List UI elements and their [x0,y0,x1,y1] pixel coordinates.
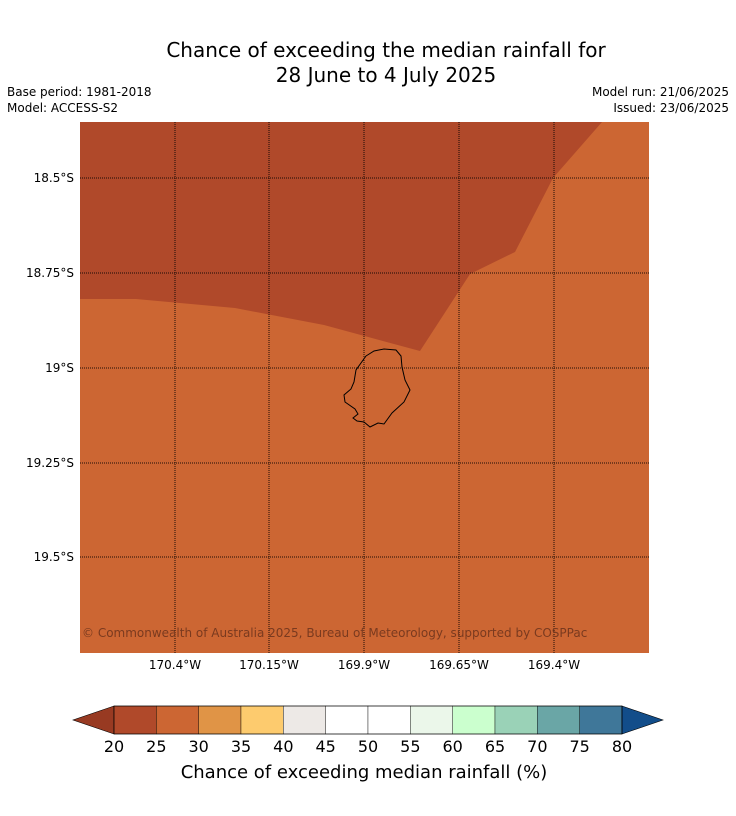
colorbar-tick-label: 35 [230,737,252,756]
issued-date: Issued: 23/06/2025 [613,101,729,115]
colorbar-tick-label: 80 [611,737,633,756]
colorbar-segment [325,705,369,735]
colorbar-tick-label: 25 [146,737,167,756]
map-region-20-25 [80,122,602,351]
colorbar-segment [494,705,538,735]
colorbar-segment [410,705,453,735]
lon-label: 169.9°W [337,658,391,672]
colorbar-title: Chance of exceeding median rainfall (%) [180,762,548,783]
title-line-2: 28 June to 4 July 2025 [275,63,497,87]
gridlines [80,122,649,653]
colorbar-segment [452,705,496,735]
lat-label: 19.5°S [33,550,74,564]
colorbar-tick-label: 60 [442,737,463,756]
colorbar-tick-label: 70 [527,737,548,756]
lon-label: 169.65°W [429,658,489,672]
island-outline [343,348,411,428]
colorbar-tick-label: 50 [357,737,379,756]
meta-right: Model run: 21/06/2025 Issued: 23/06/2025 [592,84,729,116]
colorbar-segment [537,705,580,735]
meta-left: Base period: 1981-2018 Model: ACCESS-S2 [7,84,152,116]
lat-label: 19°S [45,361,74,375]
title-line-1: Chance of exceeding the median rainfall … [166,38,606,62]
colorbar-tick-label: 20 [103,737,125,756]
chart-title: Chance of exceeding the median rainfall … [0,38,736,88]
model-name: Model: ACCESS-S2 [7,101,119,115]
colorbar-tick-label: 75 [569,737,590,756]
colorbar-segment [113,705,157,735]
colorbar-tick-label: 55 [400,737,421,756]
colorbar-under-arrow [72,705,115,735]
colorbar-over-arrow [621,705,664,735]
lon-label: 169.4°W [527,658,581,672]
colorbar-frame [113,705,623,735]
colorbar-segment [283,705,326,735]
lon-label: 170.4°W [148,658,202,672]
colorbar-segment [240,705,284,735]
colorbar-tick-label: 30 [188,737,209,756]
colorbar-tick-label: 65 [484,737,506,756]
lon-label: 170.15°W [239,658,299,672]
colorbar-tick-label: 40 [273,737,294,756]
colorbar-tick-label: 45 [315,737,336,756]
model-run: Model run: 21/06/2025 [591,85,729,99]
colorbar-segment [156,705,199,735]
copyright-text: © Commonwealth of Australia 2025, Bureau… [82,626,588,640]
lat-label: 18.75°S [26,266,74,280]
lat-label: 19.25°S [26,456,74,470]
lat-label: 18.5°S [33,171,74,185]
colorbar-segment [198,705,242,735]
colorbar-segment [579,705,623,735]
colorbar [72,705,664,735]
colorbar-segment [367,705,411,735]
base-period: Base period: 1981-2018 [7,85,152,99]
